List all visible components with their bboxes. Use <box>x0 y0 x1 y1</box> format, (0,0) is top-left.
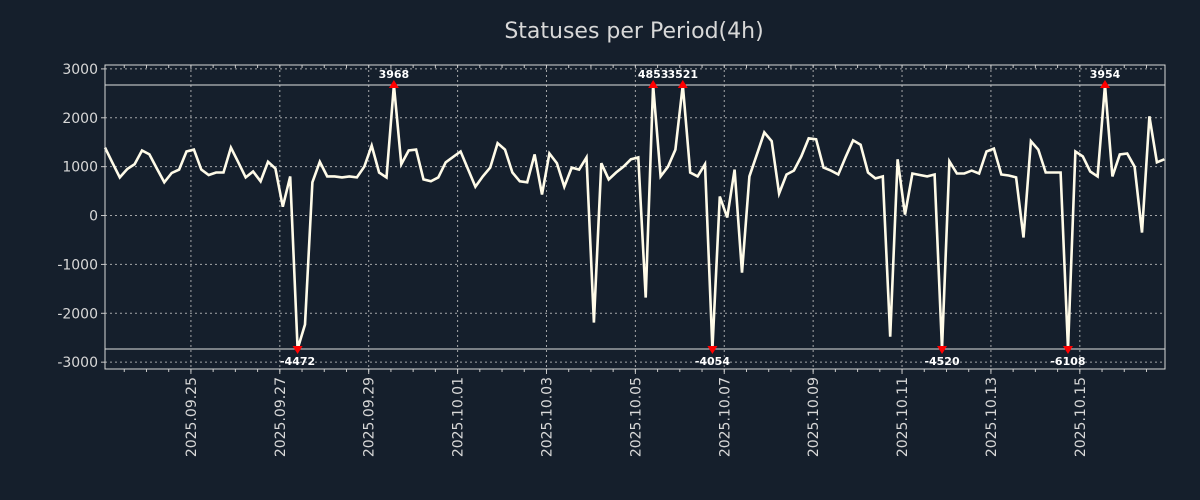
peak-label: 3954 <box>1090 68 1121 81</box>
peak-label: 4853 <box>638 68 669 81</box>
trough-label: -4520 <box>924 355 960 368</box>
series-line <box>103 84 1165 350</box>
y-tick-label: -3000 <box>57 355 98 371</box>
y-tick-label: 1000 <box>62 160 98 176</box>
grid <box>105 65 1165 369</box>
trough-label: -4054 <box>695 355 731 368</box>
y-tick-label: 2000 <box>62 111 98 127</box>
y-tick-label: -1000 <box>57 257 98 273</box>
chart-title: Statuses per Period(4h) <box>504 19 763 44</box>
peak-marker <box>388 80 399 89</box>
x-tick-label: 2025.10.09 <box>806 377 822 457</box>
peak-marker <box>648 80 659 89</box>
x-tick-label: 2025.10.11 <box>895 377 911 457</box>
series <box>103 84 1165 350</box>
y-tick-label: 3000 <box>62 62 98 78</box>
x-tick-label: 2025.10.01 <box>451 377 467 457</box>
peak-label: 3521 <box>667 68 698 81</box>
trough-marker <box>292 345 303 354</box>
trough-label: -4472 <box>280 355 315 368</box>
trough-label: -6108 <box>1050 355 1085 368</box>
y-tick-label: -2000 <box>57 306 98 322</box>
x-tick-label: 2025.10.13 <box>984 377 1000 457</box>
x-tick-label: 2025.10.05 <box>628 377 644 457</box>
peak-label: 3968 <box>379 68 410 81</box>
trough-marker <box>1062 345 1073 354</box>
x-axis: 2025.09.25 2025.09.27 2025.09.29 2025.10.01… <box>123 65 1147 457</box>
x-tick-label: 2025.09.27 <box>273 377 289 457</box>
annotations: -4472 3968 4853 3521 -4054 -4520 -6108 3954 <box>280 68 1121 368</box>
y-tick-label: 0 <box>89 209 98 225</box>
x-tick-label: 2025.10.07 <box>717 377 733 457</box>
trough-marker <box>707 345 718 354</box>
x-tick-label: 2025.10.15 <box>1073 377 1089 457</box>
x-tick-label: 2025.10.03 <box>539 377 555 457</box>
peak-marker <box>1100 80 1110 89</box>
trough-marker <box>937 345 948 354</box>
x-tick-label: 2025.09.25 <box>184 377 200 457</box>
y-axis: 3000 2000 1000 0 -1000 -2000 -3000 <box>57 62 105 371</box>
clip-lines <box>105 84 1165 350</box>
plot-frame <box>104 64 1166 370</box>
x-tick-label: 2025.09.29 <box>362 377 378 457</box>
peak-marker <box>677 80 688 89</box>
